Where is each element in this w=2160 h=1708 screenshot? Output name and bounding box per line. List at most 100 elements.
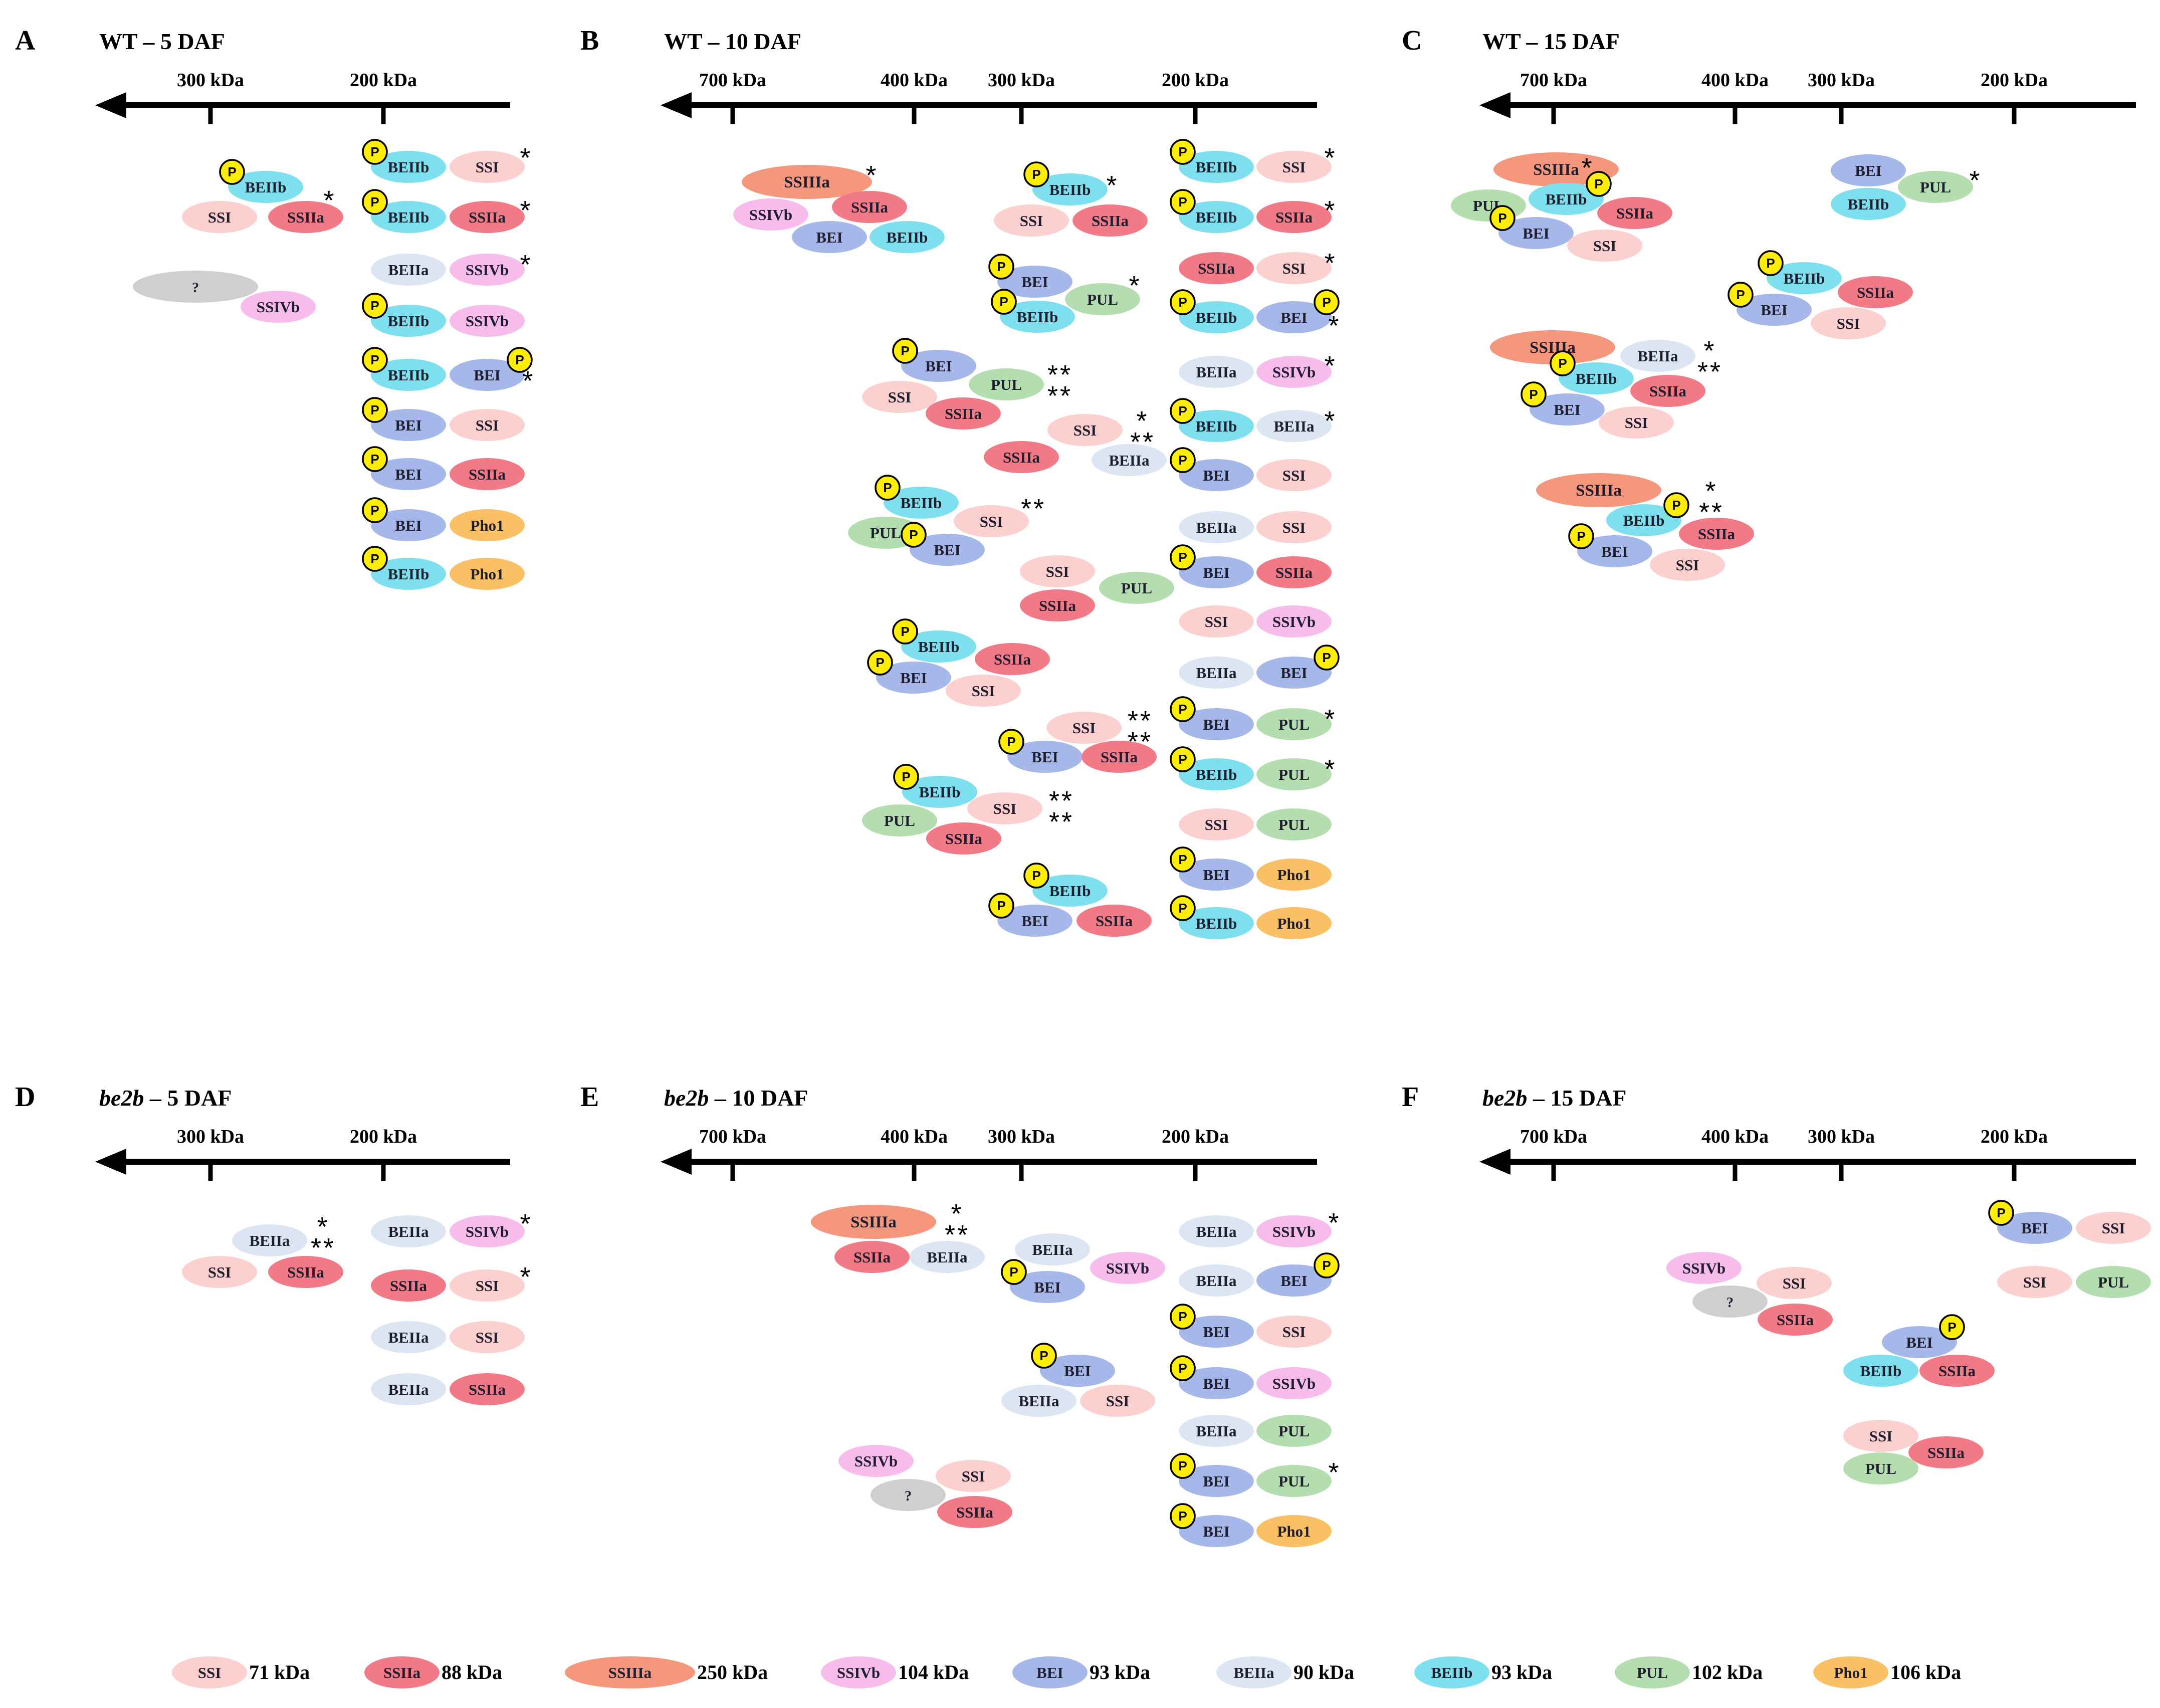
protein-label: SSI xyxy=(1072,719,1096,737)
protein-label: SSIVb xyxy=(1272,1375,1316,1392)
protein-unknown: ? xyxy=(871,1479,946,1511)
protein-label: SSIVb xyxy=(837,1664,880,1681)
panel-title: be2b – 5 DAF xyxy=(99,1085,232,1111)
phosphate-label: P xyxy=(1558,356,1567,371)
panel-letter: A xyxy=(15,25,36,56)
protein-ellipse xyxy=(1179,859,1254,891)
protein-ellipse xyxy=(742,165,872,199)
panel-title-stage: WT – 15 DAF xyxy=(1482,29,1620,54)
protein-pul: PUL xyxy=(862,804,937,836)
axis-arrowhead xyxy=(95,92,126,118)
protein-label: BEIIb xyxy=(1196,309,1237,326)
protein-label: PUL xyxy=(1920,178,1951,196)
protein-ellipse xyxy=(1997,1266,2072,1298)
axis-tick-label: 300 kDa xyxy=(988,1126,1055,1147)
phosphate-circle xyxy=(875,475,901,501)
significance-marker: * xyxy=(1324,248,1337,278)
protein-bei: BEI xyxy=(371,458,446,490)
protein-ellipse xyxy=(1919,1355,1995,1387)
protein-beiib: BEIIb xyxy=(1831,188,1906,220)
axis-tick-label: 700 kDa xyxy=(1520,70,1587,91)
significance-marker: ** xyxy=(1047,381,1072,411)
protein-beiib: BEIIb xyxy=(371,305,446,337)
protein-label: SSI xyxy=(208,208,232,226)
panel-letter: E xyxy=(580,1082,599,1113)
legend-item-ssiiia: SSIIIa 250 kDa xyxy=(565,1656,768,1688)
protein-ellipse xyxy=(1256,201,1332,233)
significance-marker: * xyxy=(520,250,532,280)
protein-ssivb: SSIVb xyxy=(1256,1367,1332,1399)
phosphate-circle xyxy=(1758,250,1784,276)
phosphate-icon: P xyxy=(1001,1259,1027,1285)
protein-label: BEIIa xyxy=(1196,1223,1237,1240)
protein-label: SSI xyxy=(2023,1273,2047,1291)
protein-label: BEIIb xyxy=(388,565,429,583)
phosphate-icon: P xyxy=(1170,696,1196,722)
protein-ellipse xyxy=(371,1269,446,1302)
protein-label: SSIIa xyxy=(1092,212,1129,230)
protein-label: BEI xyxy=(1761,301,1787,319)
phosphate-label: P xyxy=(1766,256,1775,271)
panel-title: be2b – 10 DAF xyxy=(664,1085,808,1111)
phosphate-label: P xyxy=(1178,702,1187,717)
protein-ellipse xyxy=(1630,375,1705,407)
phosphate-circle xyxy=(362,446,388,472)
protein-ellipse xyxy=(1092,444,1167,476)
protein-ellipse xyxy=(1216,1656,1291,1688)
phosphate-icon: P xyxy=(892,338,918,364)
protein-label: BEIIb xyxy=(245,178,287,196)
protein-complex: BEI P SSI xyxy=(362,397,525,441)
protein-ssivb: SSIVb xyxy=(241,291,316,323)
molecular-weight-axis: 700 kDa 400 kDa 300 kDa 200 kDa xyxy=(1479,70,2136,124)
significance-marker: * xyxy=(1106,170,1119,200)
phosphate-label: P xyxy=(1178,752,1187,767)
protein-label: SSIIa xyxy=(469,208,506,226)
phosphate-circle xyxy=(1170,746,1196,772)
protein-complex: BEI P Pho1 xyxy=(1170,1503,1332,1547)
phosphate-icon: P xyxy=(1170,1503,1196,1529)
protein-ellipse xyxy=(1179,410,1254,442)
protein-ellipse xyxy=(1179,907,1254,939)
protein-beiib: BEIIb xyxy=(1000,301,1075,333)
phosphate-icon: P xyxy=(1170,544,1196,570)
protein-label: BEIIb xyxy=(1784,270,1825,287)
protein-label: Pho1 xyxy=(1277,866,1311,884)
panel-letter: B xyxy=(580,25,599,56)
protein-ellipse xyxy=(1498,217,1574,249)
phosphate-label: P xyxy=(370,503,379,518)
protein-ellipse xyxy=(232,1224,307,1256)
phosphate-label: P xyxy=(909,527,918,542)
protein-complex: BEIIb P SSIIa * xyxy=(1170,189,1335,233)
protein-label: BEIIb xyxy=(1049,882,1091,900)
protein-ssiia: SSIIa xyxy=(1076,905,1152,937)
protein-label: BEIIb xyxy=(887,229,928,246)
protein-label: SSI xyxy=(476,416,499,434)
legend-item-beiib: BEIIb 93 kDa xyxy=(1414,1656,1552,1688)
protein-bei: BEI xyxy=(1179,1465,1254,1497)
phosphate-circle xyxy=(901,522,927,548)
protein-label: SSIVb xyxy=(749,206,792,224)
protein-bei: BEI xyxy=(1831,154,1906,186)
protein-ellipse xyxy=(984,441,1059,473)
protein-label: BEIIa xyxy=(1196,363,1237,381)
protein-ssi: SSI xyxy=(450,1269,525,1302)
protein-label: BEI xyxy=(1203,866,1229,884)
protein-ssi: SSI xyxy=(954,505,1029,537)
protein-beiia: BEIIa xyxy=(1256,410,1332,442)
protein-bei: BEI xyxy=(1010,1271,1085,1303)
protein-beiib: BEIIb xyxy=(1529,183,1604,215)
phosphate-label: P xyxy=(1178,403,1187,418)
protein-label: SSIIa xyxy=(1198,260,1235,277)
phosphate-circle xyxy=(1586,171,1612,197)
phosphate-label: P xyxy=(1178,1509,1187,1524)
phosphate-label: P xyxy=(1178,1309,1187,1324)
protein-label: SSIIa xyxy=(945,405,982,422)
protein-label: BEI xyxy=(1203,1523,1229,1540)
protein-label: SSI xyxy=(980,513,1003,530)
protein-label: SSI xyxy=(1593,237,1617,255)
protein-label: BEI xyxy=(2021,1219,2048,1237)
axis-tick-label: 400 kDa xyxy=(881,70,948,91)
phosphate-icon: P xyxy=(1521,381,1547,407)
protein-ssiia: SSIIa xyxy=(1072,204,1148,237)
protein-label: BEIIb xyxy=(388,158,429,176)
